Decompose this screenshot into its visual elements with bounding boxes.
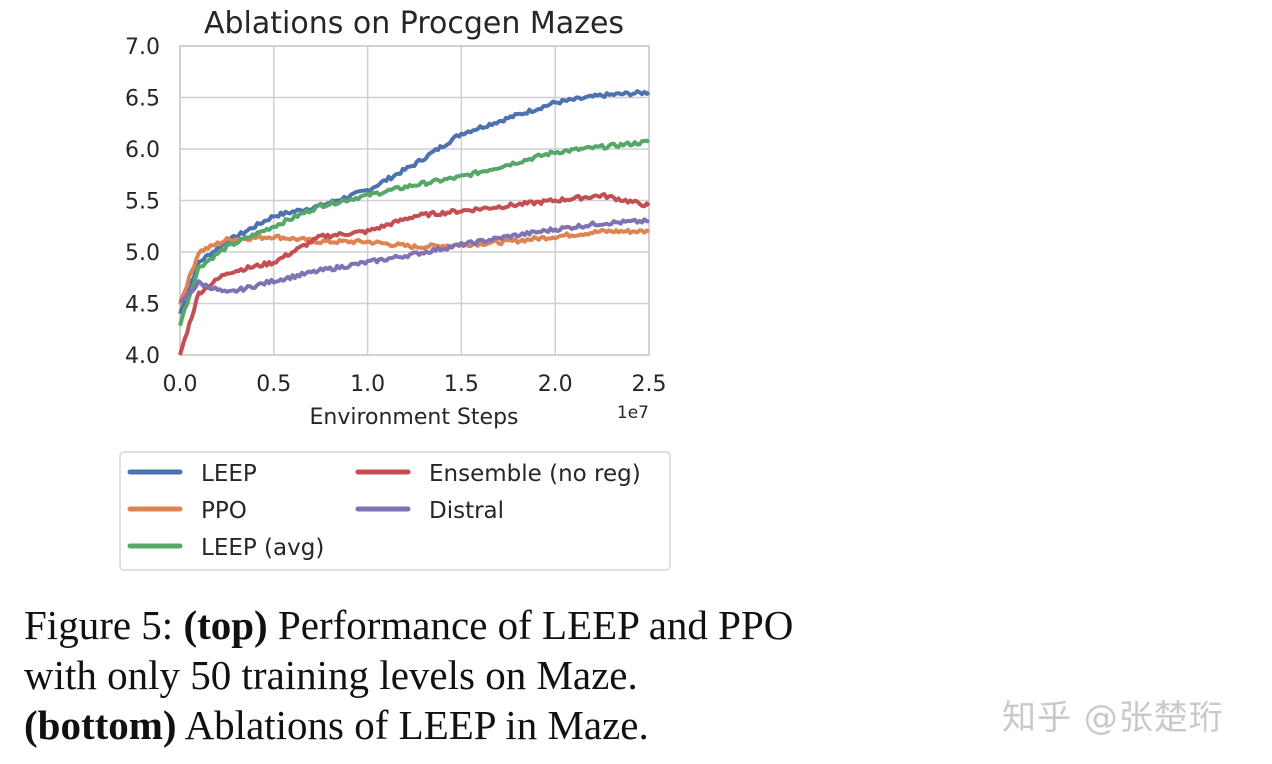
y-tick-labels: 4.0 4.5 5.0 5.5 6.0 6.5 7.0 (125, 35, 160, 369)
caption-bottom-text: Ablations of LEEP in Maze. (176, 702, 649, 748)
x-offset-label: 1e7 (617, 403, 649, 423)
caption-bottom-label: (bottom) (24, 702, 177, 748)
legend: LEEP PPO LEEP (avg) Ensemble (no reg) Distra… (127, 461, 641, 561)
series-line-leep-avg (178, 138, 650, 327)
caption-top-text: Performance of LEEP and PPO with only 50… (24, 602, 794, 698)
x-tick-label: 1.0 (350, 372, 385, 397)
x-tick-label: 2.0 (538, 372, 573, 397)
y-tick-label: 6.5 (125, 87, 160, 112)
series-line-ensemble-no-reg (178, 192, 651, 356)
y-tick-label: 6.0 (125, 138, 160, 163)
x-tick-label: 0.0 (163, 372, 198, 397)
legend-label: PPO (201, 498, 247, 524)
series-line-ppo (178, 227, 650, 306)
x-tick-labels: 0.0 0.5 1.0 1.5 2.0 2.5 (163, 372, 667, 397)
series-lines (178, 89, 651, 356)
y-tick-label: 5.0 (125, 241, 160, 266)
y-tick-label: 4.5 (125, 293, 160, 318)
x-tick-label: 0.5 (256, 372, 291, 397)
chart: Ablations on Procgen Mazes 4.0 4.5 5.0 5.5 6… (119, 6, 671, 571)
caption-figure-label: Figure 5: (24, 602, 184, 648)
chart-title: Ablations on Procgen Mazes (204, 6, 624, 41)
x-tick-label: 2.5 (632, 372, 667, 397)
x-tick-label: 1.5 (444, 372, 479, 397)
legend-label: LEEP (201, 461, 257, 487)
series-line-distral (178, 217, 650, 304)
grid (179, 45, 650, 356)
legend-label: Distral (429, 498, 504, 524)
y-tick-label: 4.0 (125, 344, 160, 369)
legend-label: Ensemble (no reg) (429, 461, 641, 487)
y-tick-label: 5.5 (125, 190, 160, 215)
figure-caption: Figure 5: (top) Performance of LEEP and … (24, 600, 824, 750)
legend-label: LEEP (avg) (201, 535, 324, 561)
y-tick-label: 7.0 (125, 35, 160, 60)
watermark: 知乎 @张楚珩 (1002, 698, 1224, 738)
plot-frame (179, 45, 650, 356)
caption-top-label: (top) (183, 602, 268, 648)
x-axis-label: Environment Steps (309, 405, 518, 430)
series-line-leep (178, 89, 651, 315)
